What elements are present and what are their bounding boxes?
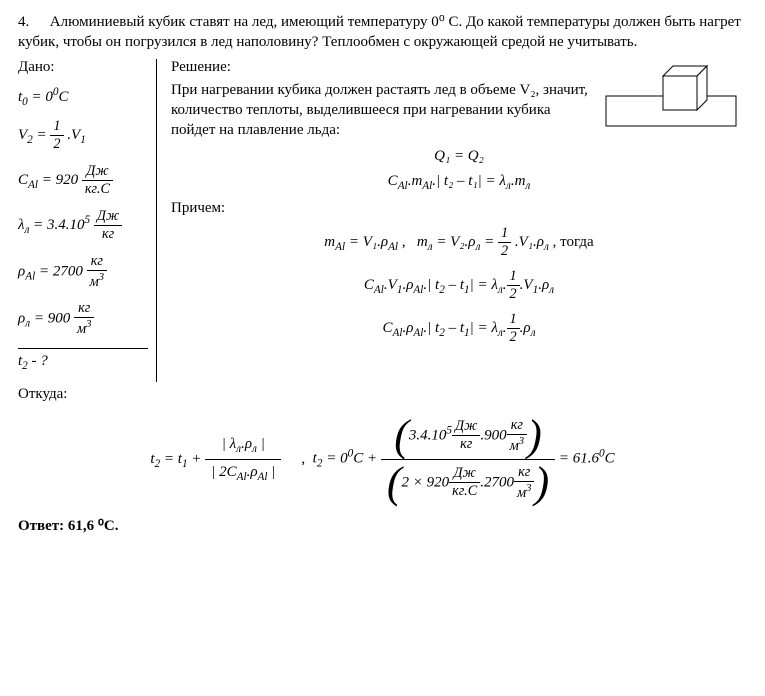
given-rhol: ρл = 900 кгм3 xyxy=(18,300,148,338)
given-column: Дано: t0 = 00C V2 = 12 .V1 CAl = 920 Джк… xyxy=(18,59,157,383)
solution-heading: Решение: xyxy=(171,59,589,76)
answer-label: Ответ: xyxy=(18,518,68,534)
problem-number: 4. xyxy=(18,12,46,32)
problem-body: Алюминиевый кубик ставят на лед, имеющий… xyxy=(18,14,741,50)
given-heading: Дано: xyxy=(18,59,148,76)
given-t0: t0 = 00C xyxy=(18,86,148,108)
problem-statement: 4. Алюминиевый кубик ставят на лед, имею… xyxy=(18,12,747,53)
given-rhoal: ρAl = 2700 кгм3 xyxy=(18,253,148,291)
given-find: t2 - ? xyxy=(18,348,148,372)
answer-value: 61,6 ⁰С. xyxy=(68,518,119,534)
prichyom-label: Причем: xyxy=(171,200,747,217)
eq-masses: mAl = V₁.ρAl , mл = V₂.ρл = 12 .V₁.ρл , … xyxy=(171,225,747,260)
given-lambda: λл = 3.4.105 Джкг xyxy=(18,208,148,243)
solution-intro: При нагревании кубика должен растаять ле… xyxy=(171,80,589,141)
eq-heat: CAl.mAl.| t₂ – t₁| = λл.mл xyxy=(171,173,747,192)
given-v2: V2 = 12 .V1 xyxy=(18,118,148,153)
cube-on-ice-diagram xyxy=(601,61,741,131)
final-formula: t2 = t1 + | λл.ρл | | 2CAl.ρAl | , t2 = … xyxy=(18,413,747,506)
eq-line3: CAl.V1.ρAl.| t2 – t1| = λл.12.V1.ρл xyxy=(171,268,747,303)
given-cal: CAl = 920 Джкг.С xyxy=(18,163,148,198)
otkuda-label: Откуда: xyxy=(18,386,747,403)
answer-line: Ответ: 61,6 ⁰С. xyxy=(18,516,747,535)
main-layout: Дано: t0 = 00C V2 = 12 .V1 CAl = 920 Джк… xyxy=(18,59,747,383)
solution-column: Решение: При нагревании кубика должен ра… xyxy=(171,59,747,383)
eq-q1q2: Q₁ = Q₂ xyxy=(171,148,747,165)
eq-line4: CAl.ρAl.| t2 – t1| = λл.12.ρл xyxy=(171,311,747,346)
